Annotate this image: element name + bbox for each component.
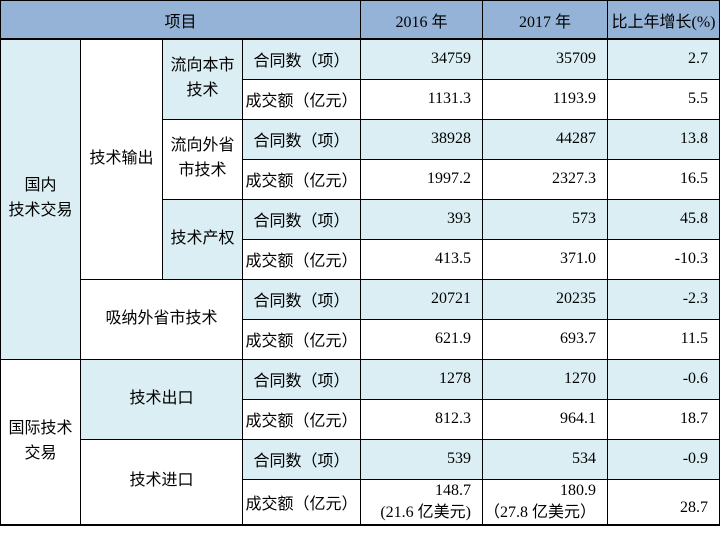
value-cell-2017: 2327.3 bbox=[482, 158, 609, 200]
value-cell-2016: 393 bbox=[360, 198, 484, 240]
value-main: 148.7 bbox=[435, 482, 472, 500]
value-cell-2016: 20721 bbox=[360, 278, 484, 320]
value-cell-2017: 964.1 bbox=[482, 398, 609, 440]
metric-label-cell: 成交额（亿元） bbox=[241, 398, 362, 440]
metric-label-cell: 合同数（项） bbox=[241, 38, 362, 80]
group-label-line: 市技术 bbox=[178, 162, 227, 179]
table-row: 成交额（亿元） 413.5 371.0 -10.3 bbox=[1, 238, 721, 280]
value-cell-growth: 11.5 bbox=[607, 318, 721, 360]
group-cell-tech-export: 技术出口 bbox=[80, 358, 243, 440]
group-label-line: 国内 bbox=[24, 177, 57, 195]
value-cell-2016: 34759 bbox=[360, 38, 484, 80]
metric-label-cell: 成交额（亿元） bbox=[241, 158, 362, 200]
value-usd-note: (21.6 亿美元) bbox=[380, 503, 472, 521]
value-cell-growth: 16.5 bbox=[607, 158, 721, 200]
table-row: 成交额（亿元） 621.9 693.7 11.5 bbox=[1, 318, 721, 360]
header-row: 项目 2016 年 2017 年 比上年增长(%) bbox=[0, 0, 721, 40]
metric-label-cell: 成交额（亿元） bbox=[241, 478, 362, 526]
group-label-line: 流向本市 bbox=[170, 57, 235, 75]
value-cell-2016: 38928 bbox=[360, 118, 484, 160]
metric-label-cell: 成交额（亿元） bbox=[241, 318, 362, 360]
group-cell-to-other-provinces: 流向外省 市技术 bbox=[162, 118, 243, 200]
value-cell-2016: 1997.2 bbox=[360, 158, 484, 200]
table-row: 成交额（亿元） 812.3 964.1 18.7 bbox=[1, 398, 721, 440]
header-cell-growth: 比上年增长(%) bbox=[607, 0, 721, 40]
value-cell-growth: 13.8 bbox=[607, 118, 721, 160]
value-cell-2017: 44287 bbox=[482, 118, 609, 160]
value-cell-growth: 18.7 bbox=[607, 398, 721, 440]
value-cell-2017: 180.9 （27.8 亿美元） bbox=[482, 478, 609, 526]
table-row: 技术进口 合同数（项） 539 534 -0.9 bbox=[1, 438, 721, 526]
tech-trade-data-table: 项目 2016 年 2017 年 比上年增长(%) 国内 技术交易 技术输出 流… bbox=[0, 0, 721, 526]
header-cell-project: 项目 bbox=[0, 0, 362, 40]
value-cell-2017: 35709 bbox=[482, 38, 609, 80]
value-main: 28.7 bbox=[680, 499, 709, 516]
header-cell-2016: 2016 年 bbox=[360, 0, 484, 40]
group-cell-domestic-trade: 国内 技术交易 bbox=[0, 38, 81, 360]
value-cell-growth: -10.3 bbox=[607, 238, 721, 280]
group-cell-to-local: 流向本市 技术 bbox=[162, 38, 243, 120]
header-cell-2017: 2017 年 bbox=[482, 0, 609, 40]
metric-label-cell: 合同数（项） bbox=[241, 438, 362, 480]
table-row: 国内 技术交易 技术输出 流向本市 技术 合同数（项） 34759 35709 … bbox=[0, 38, 721, 360]
value-cell-2017: 573 bbox=[482, 198, 609, 240]
table-row: 成交额（亿元） 148.7 (21.6 亿美元) 180.9 （27.8 亿美元… bbox=[1, 478, 721, 526]
group-cell-tech-output: 技术输出 bbox=[80, 38, 163, 280]
table-row: 技术产权 合同数（项） 393 573 45.8 bbox=[1, 198, 721, 280]
group-label-line: 技术交易 bbox=[8, 202, 73, 220]
value-cell-2016: 539 bbox=[360, 438, 484, 480]
value-cell-2016: 413.5 bbox=[360, 238, 484, 280]
table-row: 吸纳外省市技术 合同数（项） 20721 20235 -2.3 bbox=[1, 278, 721, 360]
value-cell-growth: -0.6 bbox=[607, 358, 721, 400]
table-row: 成交额（亿元） 1997.2 2327.3 16.5 bbox=[1, 158, 721, 200]
value-cell-2017: 693.7 bbox=[482, 318, 609, 360]
value-cell-2016: 812.3 bbox=[360, 398, 484, 440]
metric-label-cell: 合同数（项） bbox=[241, 118, 362, 160]
table-row: 国际技术 交易 技术出口 合同数（项） 1278 1270 -0.6 bbox=[0, 358, 721, 526]
value-cell-growth: -0.9 bbox=[607, 438, 721, 480]
group-label-line: 交易 bbox=[24, 444, 57, 462]
value-cell-2016: 148.7 (21.6 亿美元) bbox=[360, 478, 484, 526]
group-label-line: 技术 bbox=[186, 82, 219, 100]
value-cell-2016: 1131.3 bbox=[360, 78, 484, 120]
metric-label-cell: 合同数（项） bbox=[241, 198, 362, 240]
group-label-line: 国际技术 bbox=[8, 419, 73, 437]
value-cell-2017: 20235 bbox=[482, 278, 609, 320]
value-cell-2017: 371.0 bbox=[482, 238, 609, 280]
value-cell-2017: 1270 bbox=[482, 358, 609, 400]
metric-label-cell: 合同数（项） bbox=[241, 358, 362, 400]
group-label-line: 流向外省 bbox=[170, 137, 235, 155]
group-cell-absorb-other-provinces: 吸纳外省市技术 bbox=[80, 278, 243, 360]
value-cell-growth: 2.7 bbox=[607, 38, 721, 80]
group-cell-international-trade: 国际技术 交易 bbox=[0, 358, 81, 526]
value-usd-note: （27.8 亿美元） bbox=[484, 503, 597, 521]
metric-label-cell: 成交额（亿元） bbox=[241, 78, 362, 120]
value-cell-2016: 1278 bbox=[360, 358, 484, 400]
metric-label-cell: 合同数（项） bbox=[241, 278, 362, 320]
value-cell-growth: 45.8 bbox=[607, 198, 721, 240]
value-cell-growth: -2.3 bbox=[607, 278, 721, 320]
value-main: 180.9 bbox=[560, 482, 597, 500]
value-cell-2017: 1193.9 bbox=[482, 78, 609, 120]
metric-label-cell: 成交额（亿元） bbox=[241, 238, 362, 280]
group-cell-tech-property: 技术产权 bbox=[162, 198, 243, 280]
group-cell-tech-import: 技术进口 bbox=[80, 438, 243, 526]
table-row: 成交额（亿元） 1131.3 1193.9 5.5 bbox=[1, 78, 721, 120]
value-cell-2016: 621.9 bbox=[360, 318, 484, 360]
table-row: 流向外省 市技术 合同数（项） 38928 44287 13.8 bbox=[1, 118, 721, 200]
value-cell-growth: 28.7 bbox=[607, 478, 721, 526]
value-cell-2017: 534 bbox=[482, 438, 609, 480]
value-cell-growth: 5.5 bbox=[607, 78, 721, 120]
